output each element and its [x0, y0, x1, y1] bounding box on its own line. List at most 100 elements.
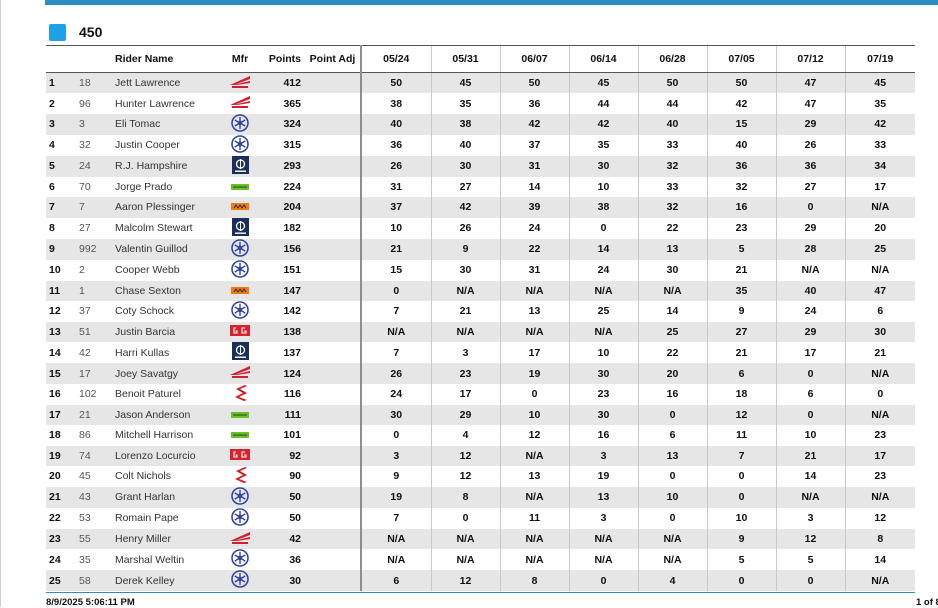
standings-body: 1 18 Jett Lawrence 412 50 45 50 45 50 50 47 45 2 96 Hu…	[46, 72, 915, 592]
table-row: 3 3 Eli Tomac 324 40 38 42 42 40 15 29 42	[46, 113, 915, 135]
rider-name-cell: Eli Tomac	[111, 113, 223, 135]
race-points-cell: 45	[568, 72, 638, 94]
table-row: 4 32 Justin Cooper 315 36 40 37 35 33 40 26 33	[46, 134, 915, 156]
manufacturer-cell	[223, 425, 257, 445]
race-points-cell: 20	[637, 363, 707, 384]
race-points-cell: 25	[568, 300, 638, 322]
race-points-cell: N/A	[430, 549, 500, 571]
race-points-cell: 25	[637, 321, 707, 343]
rider-number-cell: 37	[79, 305, 91, 318]
yamaha-logo	[231, 134, 249, 156]
race-points-cell: 0	[360, 425, 431, 446]
col-header-point-adj: Point Adj	[305, 45, 361, 73]
point-adj-cell	[305, 72, 361, 94]
col-header-race: 07/12	[775, 45, 845, 73]
position-cell: 17	[46, 404, 77, 426]
table-row: 22 53 Romain Pape 50 7 0 11 3 0 10 3 12	[46, 507, 915, 529]
table-row: 14 42 Harri Kullas 137 7 3 17 10 22 21 17 21	[46, 342, 915, 364]
points-cell: 147	[257, 280, 305, 301]
points-cell: 293	[257, 155, 305, 177]
race-points-cell: 50	[706, 72, 776, 94]
position-cell: 7	[46, 197, 77, 218]
race-points-cell: N/A	[844, 486, 915, 508]
point-adj-cell	[305, 238, 361, 260]
position-cell: 9	[46, 238, 77, 260]
point-adj-cell	[305, 280, 361, 301]
points-cell: 365	[283, 97, 301, 110]
race-points-cell: 35	[706, 280, 776, 301]
race-points-cell: N/A	[430, 528, 500, 550]
position-cell: 14	[49, 346, 61, 359]
point-adj-cell	[305, 508, 361, 529]
race-points-cell: N/A	[499, 280, 569, 301]
race-points-cell: 30	[568, 363, 638, 384]
rider-number-cell: 35	[79, 553, 91, 566]
race-points-cell: 40	[430, 134, 500, 156]
race-points-cell: 42	[430, 197, 500, 218]
position-cell: 4	[49, 139, 55, 152]
race-points-cell: N/A	[637, 528, 707, 550]
class-title: 450	[79, 24, 103, 40]
rider-name-cell: Aaron Plessinger	[111, 197, 223, 218]
race-points-cell: 13	[637, 238, 707, 260]
table-row: 11 1 Chase Sexton 147 0 N/A N/A N/A N/A 35 40 47	[46, 280, 915, 301]
race-points-cell: 36	[360, 134, 431, 156]
race-points-cell: 32	[637, 155, 707, 177]
husqvarna-logo	[231, 155, 249, 177]
race-points-cell: 12	[430, 465, 500, 487]
rider-number-cell: 32	[79, 139, 91, 152]
race-points-cell: 42	[499, 113, 569, 135]
honda-logo	[229, 75, 251, 92]
kawasaki-logo	[231, 409, 249, 421]
manufacturer-cell	[223, 486, 257, 508]
point-adj-cell	[305, 570, 361, 592]
col-header-points: Points	[257, 45, 305, 73]
race-points-cell: 30	[844, 321, 915, 343]
race-points-cell: 35	[568, 134, 638, 156]
race-points-cell: 3	[430, 342, 500, 364]
race-points-cell: 5	[706, 238, 776, 260]
manufacturer-cell	[223, 197, 257, 218]
race-points-cell: 26	[360, 155, 431, 177]
race-points-cell: 18	[706, 383, 776, 405]
rider-number-cell: 45	[79, 470, 91, 483]
table-row: 7 7 Aaron Plessinger 204 37 42 39 38 32 16 0 N/A	[46, 197, 915, 218]
race-points-cell: 30	[430, 155, 500, 177]
race-points-cell: 24	[360, 383, 431, 405]
yamaha-logo	[231, 549, 249, 570]
race-points-cell: 10	[637, 486, 707, 508]
race-points-cell: 0	[360, 280, 431, 301]
position-cell: 2	[49, 97, 55, 110]
race-points-cell: 42	[568, 113, 638, 135]
race-points-cell: 6	[775, 383, 845, 405]
class-header: 450	[49, 22, 102, 42]
race-points-cell: 31	[499, 259, 569, 281]
race-points-cell: 11	[499, 507, 569, 529]
race-points-cell: 36	[775, 155, 845, 177]
race-points-cell: 34	[844, 155, 915, 177]
race-points-cell: 40	[775, 280, 845, 301]
race-points-cell: 12	[430, 570, 500, 592]
race-points-cell: 27	[706, 321, 776, 343]
race-points-cell: 14	[499, 176, 569, 198]
rider-number-cell: 51	[77, 321, 111, 343]
point-adj-cell	[305, 218, 361, 239]
race-points-cell: 9	[430, 238, 500, 260]
race-points-cell: 27	[775, 176, 845, 198]
rider-number-cell: 7	[77, 197, 111, 218]
kawasaki-logo	[231, 429, 249, 441]
race-points-cell: 47	[775, 93, 845, 114]
points-cell: 137	[283, 346, 301, 359]
race-points-cell: N/A	[844, 363, 915, 384]
race-points-cell: 26	[775, 134, 845, 156]
race-points-cell: 35	[844, 93, 915, 114]
rider-name-cell: Derek Kelley	[111, 570, 223, 592]
race-points-cell: 6	[844, 300, 915, 322]
rider-name-cell: Marshal Weltin	[115, 553, 185, 566]
manufacturer-cell	[223, 466, 257, 487]
points-cell: 224	[283, 180, 301, 193]
manufacturer-cell	[223, 155, 257, 177]
manufacturer-cell	[223, 113, 257, 135]
rider-name-cell: Benoit Paturel	[115, 388, 181, 401]
class-color-swatch	[49, 23, 66, 41]
